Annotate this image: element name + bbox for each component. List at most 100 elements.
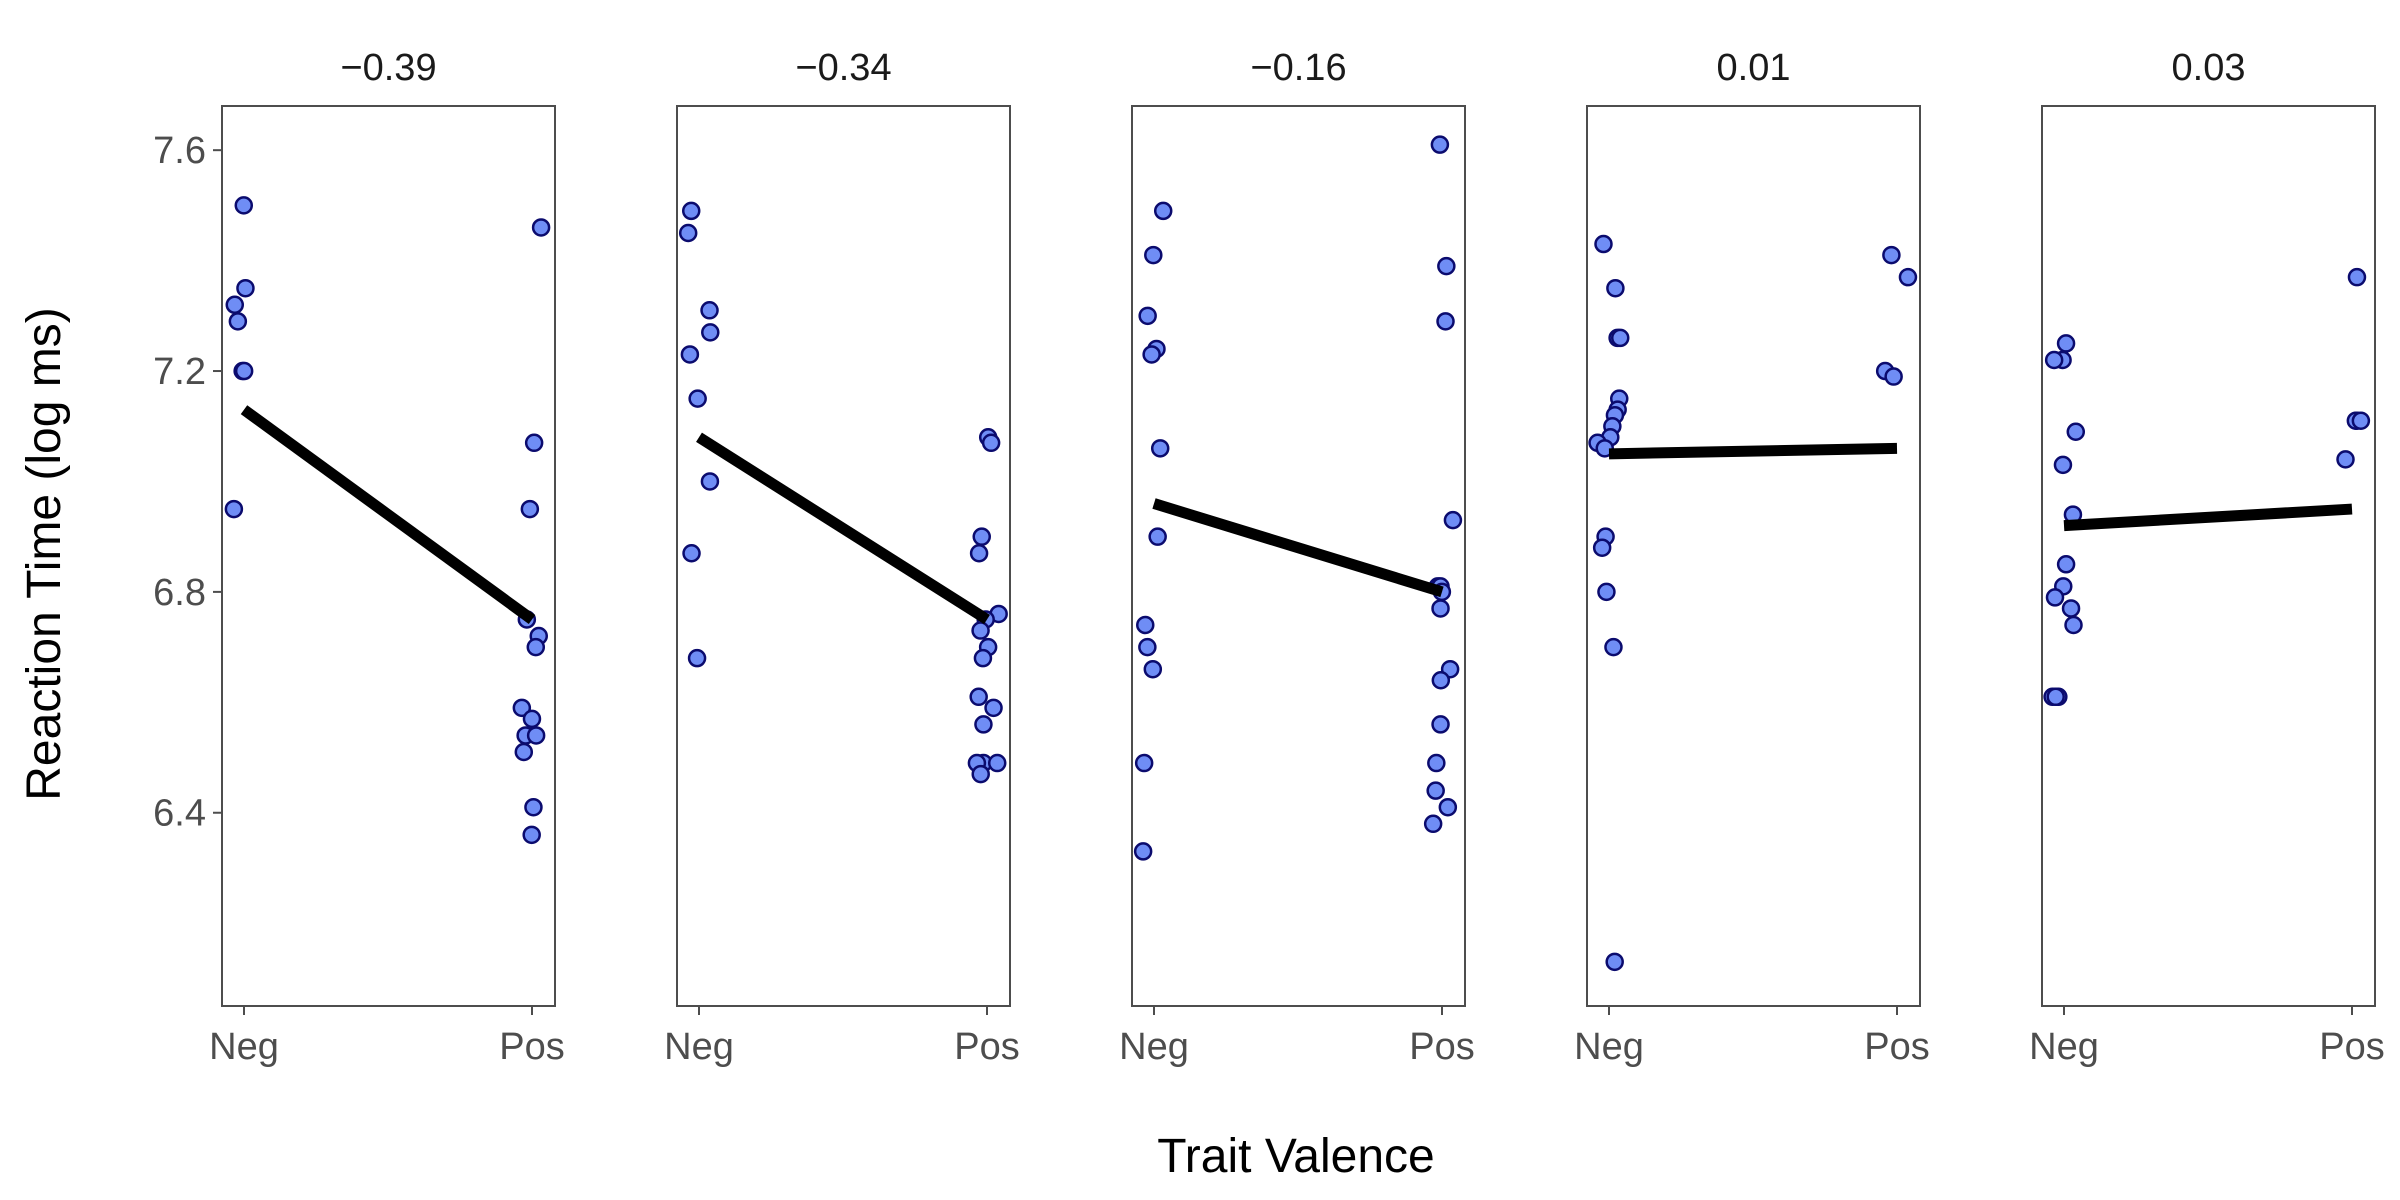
data-point	[2064, 615, 2083, 635]
data-point	[1610, 328, 1630, 348]
data-point	[1431, 715, 1450, 734]
y-tick-label: 6.8	[153, 572, 206, 614]
data-point	[520, 499, 540, 519]
data-point	[1134, 753, 1154, 773]
x-tick-label: Neg	[209, 1026, 279, 1068]
data-point	[1437, 256, 1456, 276]
panels: −0.39 Neg Pos −0.34 Neg Pos −0.16 Neg Pos 0.01 Neg…	[209, 47, 2385, 1068]
panel-frame	[1586, 105, 1921, 1007]
data-point	[680, 345, 700, 364]
data-point	[1148, 527, 1167, 546]
data-point	[984, 698, 1003, 718]
x-tick-label: Neg	[1119, 1026, 1189, 1068]
data-point	[972, 527, 991, 546]
data-point	[512, 698, 532, 718]
data-point	[1138, 306, 1157, 326]
data-point	[1594, 234, 1613, 254]
panel-label: −0.16	[1250, 47, 1346, 89]
data-point	[524, 797, 543, 817]
data-point	[1604, 637, 1623, 657]
data-point	[1592, 538, 1612, 557]
x-tick-label: Pos	[954, 1026, 1019, 1068]
data-point	[1882, 245, 1901, 265]
y-tick-label: 7.6	[153, 130, 206, 172]
y-tick-label: 7.2	[153, 351, 206, 393]
data-point	[700, 472, 720, 491]
data-point	[2056, 334, 2076, 353]
panel-frame	[1131, 105, 1466, 1007]
data-point	[701, 323, 720, 342]
data-point	[2044, 350, 2064, 370]
data-point	[522, 709, 542, 729]
x-tick-label: Neg	[1574, 1026, 1644, 1068]
data-point	[971, 621, 990, 640]
data-point	[1898, 267, 1918, 287]
data-point	[1150, 439, 1170, 458]
regression-line	[696, 432, 990, 625]
data-point	[1136, 615, 1155, 635]
regression-line	[240, 405, 536, 624]
data-point	[2347, 267, 2367, 287]
x-axis-title: Trait Valence	[1157, 1130, 1434, 1183]
data-point	[1426, 781, 1445, 800]
data-point	[681, 201, 701, 221]
data-point	[1443, 510, 1463, 530]
panel-label: −0.34	[795, 47, 891, 89]
data-point	[234, 361, 254, 381]
data-point	[531, 218, 551, 237]
data-point	[1436, 312, 1455, 331]
data-point	[987, 753, 1007, 773]
data-point	[971, 764, 990, 784]
data-point	[1606, 278, 1625, 298]
data-point	[524, 433, 544, 453]
data-point	[969, 687, 988, 707]
data-point	[526, 726, 546, 745]
data-point	[1884, 367, 1903, 386]
panel-5: 0.03 Neg Pos	[2029, 47, 2385, 1068]
regression-line	[1152, 498, 1444, 598]
data-point	[2336, 450, 2355, 469]
x-tick-label: Pos	[499, 1026, 564, 1068]
data-point	[1597, 582, 1616, 602]
data-point	[526, 637, 546, 657]
data-point	[1423, 814, 1443, 834]
data-point	[1431, 670, 1451, 690]
x-tick-label: Neg	[664, 1026, 734, 1068]
panel-label: 0.03	[2172, 47, 2246, 89]
data-point	[2045, 588, 2065, 607]
data-point	[234, 196, 254, 215]
data-point	[973, 648, 993, 668]
data-point	[687, 648, 707, 668]
panel-2: −0.34 Neg Pos	[664, 47, 1020, 1068]
regression-line	[2063, 503, 2353, 532]
data-point	[1143, 659, 1163, 679]
data-point	[678, 223, 698, 243]
data-point	[2066, 422, 2086, 442]
data-point	[228, 312, 248, 331]
panel-frame	[221, 105, 556, 1007]
panel-3: −0.16 Neg Pos	[1119, 47, 1475, 1068]
data-point	[688, 389, 707, 408]
data-point	[700, 301, 719, 320]
x-tick-label: Pos	[2319, 1026, 2384, 1068]
data-point	[1138, 637, 1157, 657]
panel-label: −0.39	[340, 47, 436, 89]
data-point	[974, 715, 993, 734]
x-tick-label: Pos	[1409, 1026, 1474, 1068]
data-point	[1605, 952, 1624, 972]
data-point	[236, 278, 255, 298]
data-point	[225, 295, 245, 315]
data-point	[2351, 411, 2371, 430]
data-point	[969, 543, 989, 563]
x-tick-label: Pos	[1864, 1026, 1929, 1068]
panel-frame	[676, 105, 1011, 1007]
y-axis: 6.4 6.8 7.2 7.6	[153, 130, 222, 835]
panel-1: −0.39 Neg Pos	[209, 47, 565, 1068]
data-point	[1153, 201, 1173, 221]
data-point	[1431, 599, 1450, 618]
regression-line	[1608, 442, 1898, 460]
panel-frame	[2041, 105, 2376, 1007]
data-point	[1142, 345, 1161, 364]
data-point	[522, 825, 541, 845]
